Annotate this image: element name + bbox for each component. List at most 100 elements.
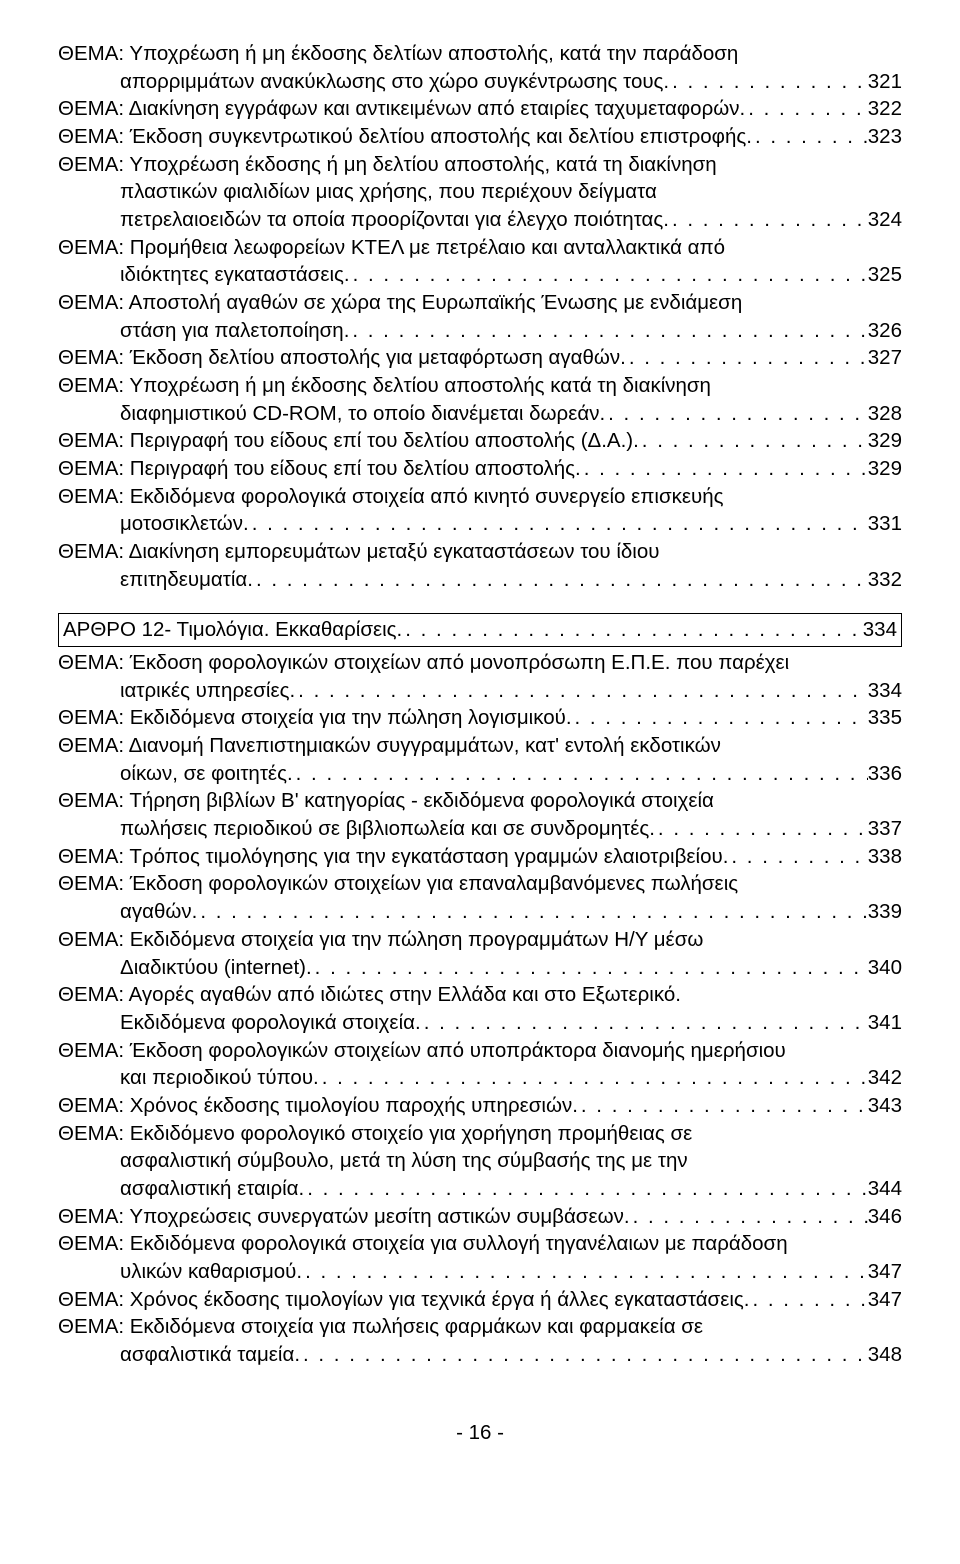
toc-entry: ΘΕΜΑ: Έκδοση συγκεντρωτικού δελτίου αποσ…: [58, 123, 902, 151]
toc-dots: . . . . . . . . . . . . . . . . . . . . …: [578, 1092, 868, 1120]
toc-page: 347: [868, 1286, 902, 1314]
toc-entry: ΘΕΜΑ: Εκδιδόμενο φορολογικό στοιχείο για…: [58, 1120, 902, 1203]
toc-dots: . . . . . . . . . . . . . . . . . . . . …: [669, 206, 868, 234]
toc-text: ΘΕΜΑ: Περιγραφή του είδους επί του δελτί…: [58, 427, 639, 455]
toc-page: 334: [868, 677, 902, 705]
toc-page: 339: [868, 898, 902, 926]
toc-dots: . . . . . . . . . . . . . . . . . . . . …: [669, 68, 868, 96]
toc-text-line2: Διαδικτύου (internet).: [120, 954, 312, 982]
toc-text-line1: ΘΕΜΑ: Υποχρέωση ή μη έκδοσης δελτίων απο…: [58, 40, 902, 68]
toc-dots: . . . . . . . . . . . . . . . . . . . . …: [312, 954, 868, 982]
toc-page: 348: [868, 1341, 902, 1369]
toc-dots: . . . . . . . . . . . . . . . . . . . . …: [639, 427, 868, 455]
section-dots: . . . . . . . . . . . . . . . . . . . . …: [402, 616, 863, 644]
toc-dots: . . . . . . . . . . . . . . . . . . . . …: [249, 510, 868, 538]
toc-dots: . . . . . . . . . . . . . . . . . . . . …: [293, 760, 868, 788]
toc-text-line1: ΘΕΜΑ: Αγορές αγαθών από ιδιώτες στην Ελλ…: [58, 981, 902, 1009]
toc-text-line2: ιδιόκτητες εγκαταστάσεις.: [120, 261, 350, 289]
toc-entry: ΘΕΜΑ: Τήρηση βιβλίων Β' κατηγορίας - εκδ…: [58, 787, 902, 842]
toc-entry: ΘΕΜΑ: Υποχρέωση ή μη έκδοσης δελτίου απο…: [58, 372, 902, 427]
toc-page: 331: [868, 510, 902, 538]
toc-entry: ΘΕΜΑ: Υποχρεώσεις συνεργατών μεσίτη αστι…: [58, 1203, 902, 1231]
toc-dots: . . . . . . . . . . . . . . . . . . . . …: [197, 898, 867, 926]
toc-entry: ΘΕΜΑ: Έκδοση φορολογικών στοιχείων για ε…: [58, 870, 902, 925]
toc-entry: ΘΕΜΑ: Εκδιδόμενα στοιχεία για την πώληση…: [58, 926, 902, 981]
toc-entry: ΘΕΜΑ: Έκδοση δελτίου αποστολής για μεταφ…: [58, 344, 902, 372]
toc-text-line1: ΘΕΜΑ: Υποχρέωση ή μη έκδοσης δελτίου απο…: [58, 372, 902, 400]
toc-text-line3: ασφαλιστική εταιρία.: [120, 1175, 304, 1203]
toc-page: 335: [868, 704, 902, 732]
toc-page: 328: [868, 400, 902, 428]
toc-page: 347: [868, 1258, 902, 1286]
toc-text: ΘΕΜΑ: Έκδοση δελτίου αποστολής για μεταφ…: [58, 344, 626, 372]
table-of-contents: ΘΕΜΑ: Υποχρέωση ή μη έκδοσης δελτίων απο…: [58, 40, 902, 593]
toc-text-line1: ΘΕΜΑ: Υποχρέωση έκδοσης ή μη δελτίου απο…: [58, 151, 902, 179]
toc-page: 326: [868, 317, 902, 345]
toc-dots: . . . . . . . . . . . . . . . . . . . . …: [581, 455, 868, 483]
toc-text: ΘΕΜΑ: Τρόπος τιμολόγησης για την εγκατάσ…: [58, 843, 728, 871]
toc-page: 321: [868, 68, 902, 96]
toc-dots: . . . . . . . . . . . . . . . . . . . . …: [605, 400, 868, 428]
toc-text-line1: ΘΕΜΑ: Διακίνηση εμπορευμάτων μεταξύ εγκα…: [58, 538, 902, 566]
toc-text: ΘΕΜΑ: Διακίνηση εγγράφων και αντικειμένω…: [58, 95, 745, 123]
toc-dots: . . . . . . . . . . . . . . . . . . . . …: [319, 1064, 868, 1092]
toc-page: 344: [868, 1175, 902, 1203]
toc-text-line2: μοτοσικλετών.: [120, 510, 249, 538]
page-footer: - 16 -: [58, 1419, 902, 1447]
toc-text-line1: ΘΕΜΑ: Έκδοση φορολογικών στοιχείων για ε…: [58, 870, 902, 898]
toc-page: 324: [868, 206, 902, 234]
toc-dots: . . . . . . . . . . . . . . . . . . . . …: [630, 1203, 868, 1231]
toc-text: ΘΕΜΑ: Εκδιδόμενα στοιχεία για την πώληση…: [58, 704, 572, 732]
toc-page: 337: [868, 815, 902, 843]
toc-entry: ΘΕΜΑ: Εκδιδόμενα στοιχεία για την πώληση…: [58, 704, 902, 732]
toc-dots: . . . . . . . . . . . . . . . . . . . . …: [302, 1258, 868, 1286]
toc-text-line2: διαφημιστικού CD-ROM, το οποίο διανέμετα…: [120, 400, 605, 428]
toc-entry: ΘΕΜΑ: Εκδιδόμενα φορολογικά στοιχεία από…: [58, 483, 902, 538]
toc-entry: ΘΕΜΑ: Υποχρέωση ή μη έκδοσης δελτίων απο…: [58, 40, 902, 95]
toc-dots: . . . . . . . . . . . . . . . . . . . . …: [749, 1286, 867, 1314]
toc-entry: ΘΕΜΑ: Εκδιδόμενα φορολογικά στοιχεία για…: [58, 1230, 902, 1285]
toc-text-line2: πλαστικών φιαλιδίων μιας χρήσης, που περ…: [58, 178, 902, 206]
toc-text-line2: ασφαλιστική σύμβουλο, μετά τη λύση της σ…: [58, 1147, 902, 1175]
toc-text: ΘΕΜΑ: Χρόνος έκδοσης τιμολογίου παροχής …: [58, 1092, 578, 1120]
toc-dots: . . . . . . . . . . . . . . . . . . . . …: [349, 317, 867, 345]
toc-text-line2: πωλήσεις περιοδικού σε βιβλιοπωλεία και …: [120, 815, 655, 843]
toc-page: 323: [868, 123, 902, 151]
toc-text-line3: πετρελαιοειδών τα οποία προορίζονται για…: [120, 206, 669, 234]
toc-text-line1: ΘΕΜΑ: Εκδιδόμενα στοιχεία για πωλήσεις φ…: [58, 1313, 902, 1341]
toc-text-line1: ΘΕΜΑ: Εκδιδόμενα φορολογικά στοιχεία από…: [58, 483, 902, 511]
toc-text-line2: αγαθών.: [120, 898, 197, 926]
toc-page: 325: [868, 261, 902, 289]
toc-entry: ΘΕΜΑ: Διακίνηση εμπορευμάτων μεταξύ εγκα…: [58, 538, 902, 593]
section-page: 334: [863, 616, 897, 644]
toc-dots: . . . . . . . . . . . . . . . . . . . . …: [304, 1175, 868, 1203]
toc-entry: ΘΕΜΑ: Διανομή Πανεπιστημιακών συγγραμμάτ…: [58, 732, 902, 787]
toc-entry: ΘΕΜΑ: Έκδοση φορολογικών στοιχείων από μ…: [58, 649, 902, 704]
toc-text-line1: ΘΕΜΑ: Προμήθεια λεωφορείων ΚΤΕΛ με πετρέ…: [58, 234, 902, 262]
toc-text: ΘΕΜΑ: Χρόνος έκδοσης τιμολογίων για τεχν…: [58, 1286, 749, 1314]
table-of-contents-2: ΘΕΜΑ: Έκδοση φορολογικών στοιχείων από μ…: [58, 649, 902, 1368]
toc-entry: ΘΕΜΑ: Αγορές αγαθών από ιδιώτες στην Ελλ…: [58, 981, 902, 1036]
toc-page: 346: [868, 1203, 902, 1231]
toc-dots: . . . . . . . . . . . . . . . . . . . . …: [728, 843, 867, 871]
toc-text-line1: ΘΕΜΑ: Διανομή Πανεπιστημιακών συγγραμμάτ…: [58, 732, 902, 760]
toc-page: 329: [868, 455, 902, 483]
toc-text: ΘΕΜΑ: Περιγραφή του είδους επί του δελτί…: [58, 455, 581, 483]
toc-dots: . . . . . . . . . . . . . . . . . . . . …: [752, 123, 868, 151]
toc-entry: ΘΕΜΑ: Περιγραφή του είδους επί του δελτί…: [58, 455, 902, 483]
toc-dots: . . . . . . . . . . . . . . . . . . . . …: [655, 815, 868, 843]
toc-page: 336: [868, 760, 902, 788]
toc-entry: ΘΕΜΑ: Περιγραφή του είδους επί του δελτί…: [58, 427, 902, 455]
toc-page: 332: [868, 566, 902, 594]
toc-dots: . . . . . . . . . . . . . . . . . . . . …: [350, 261, 868, 289]
toc-text-line2: ασφαλιστικά ταμεία.: [120, 1341, 300, 1369]
toc-text-line1: ΘΕΜΑ: Εκδιδόμενο φορολογικό στοιχείο για…: [58, 1120, 902, 1148]
toc-text-line1: ΘΕΜΑ: Εκδιδόμενα στοιχεία για την πώληση…: [58, 926, 902, 954]
toc-entry: ΘΕΜΑ: Χρόνος έκδοσης τιμολογίου παροχής …: [58, 1092, 902, 1120]
toc-text-line2: απορριμμάτων ανακύκλωσης στο χώρο συγκέν…: [120, 68, 669, 96]
section-text: ΑΡΘΡΟ 12- Τιμολόγια. Εκκαθαρίσεις.: [63, 616, 402, 644]
toc-dots: . . . . . . . . . . . . . . . . . . . . …: [745, 95, 868, 123]
section-header: ΑΡΘΡΟ 12- Τιμολόγια. Εκκαθαρίσεις. . . .…: [58, 613, 902, 647]
toc-text-line1: ΘΕΜΑ: Τήρηση βιβλίων Β' κατηγορίας - εκδ…: [58, 787, 902, 815]
toc-text-line1: ΘΕΜΑ: Εκδιδόμενα φορολογικά στοιχεία για…: [58, 1230, 902, 1258]
